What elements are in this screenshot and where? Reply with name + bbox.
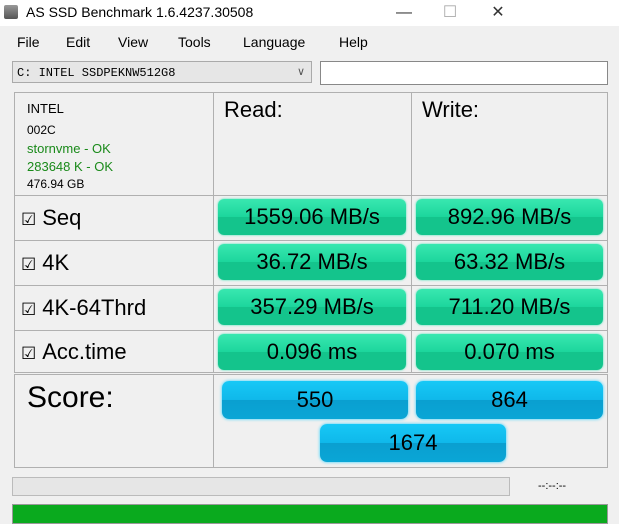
checkbox-icon[interactable]: ☑ [21, 255, 37, 274]
chevron-down-icon: ∨ [296, 67, 305, 79]
test-row-3: ☑ Acc.time [14, 330, 214, 373]
read-result: 357.29 MB/s [218, 289, 406, 325]
write-header-cell: Write: [411, 92, 608, 196]
test-label: Acc.time [42, 338, 127, 364]
read-header: Read: [224, 97, 283, 122]
drive-select[interactable]: C: INTEL SSDPEKNW512G8 ∨ [12, 61, 312, 83]
minimize-button[interactable]: — [396, 4, 412, 21]
title-bar: AS SSD Benchmark 1.6.4237.30508 — ☐ ✕ [0, 0, 619, 26]
menu-help[interactable]: Help [339, 34, 368, 50]
app-icon [4, 5, 18, 19]
read-header-cell: Read: [213, 92, 412, 196]
menu-edit[interactable]: Edit [66, 34, 91, 50]
alignment-status: 283648 K - OK [27, 159, 113, 174]
status-bar [12, 504, 608, 524]
driver-status: stornvme - OK [27, 141, 111, 156]
drive-info-panel: INTEL 002C stornvme - OK 283648 K - OK 4… [14, 92, 214, 196]
test-label: 4K [42, 250, 70, 275]
write-header: Write: [422, 97, 480, 122]
menu-language[interactable]: Language [243, 34, 306, 50]
score-total: 1674 [320, 424, 506, 462]
path-input[interactable] [320, 61, 608, 85]
test-checkbox[interactable]: ☑ Seq [21, 205, 81, 231]
test-checkbox[interactable]: ☑ 4K-64Thrd [21, 295, 146, 321]
write-result: 892.96 MB/s [416, 199, 603, 235]
menu-tools[interactable]: Tools [178, 34, 211, 50]
elapsed-time: --:--:-- [538, 480, 567, 492]
drive-size: 476.94 GB [27, 177, 85, 191]
test-row-0: ☑ Seq [14, 195, 214, 241]
checkbox-icon[interactable]: ☑ [21, 343, 37, 363]
score-panel: Score: [14, 374, 608, 468]
test-row-1: ☑ 4K [14, 240, 214, 286]
menu-view[interactable]: View [118, 34, 149, 50]
test-row-2: ☑ 4K-64Thrd [14, 285, 214, 331]
write-result: 0.070 ms [416, 334, 603, 370]
read-result: 1559.06 MB/s [218, 199, 406, 235]
read-result: 36.72 MB/s [218, 244, 406, 280]
drive-firmware: 002C [27, 123, 56, 137]
test-checkbox[interactable]: ☑ Acc.time [21, 339, 127, 365]
score-read: 550 [222, 381, 408, 419]
maximize-button[interactable]: ☐ [442, 4, 458, 21]
write-result: 711.20 MB/s [416, 289, 603, 325]
drive-vendor: INTEL [27, 101, 64, 116]
menu-file[interactable]: File [17, 34, 40, 50]
progress-bar [12, 477, 510, 496]
test-checkbox[interactable]: ☑ 4K [21, 250, 69, 276]
window-title: AS SSD Benchmark 1.6.4237.30508 [26, 4, 254, 20]
close-button[interactable]: ✕ [491, 4, 505, 21]
test-label: Seq [42, 205, 82, 230]
drive-select-value: C: INTEL SSDPEKNW512G8 [17, 66, 176, 80]
checkbox-icon[interactable]: ☑ [21, 210, 37, 229]
test-label: 4K-64Thrd [42, 295, 147, 320]
read-result: 0.096 ms [218, 334, 406, 370]
write-result: 63.32 MB/s [416, 244, 603, 280]
score-write: 864 [416, 381, 603, 419]
score-label: Score: [27, 381, 114, 414]
checkbox-icon[interactable]: ☑ [21, 300, 37, 319]
